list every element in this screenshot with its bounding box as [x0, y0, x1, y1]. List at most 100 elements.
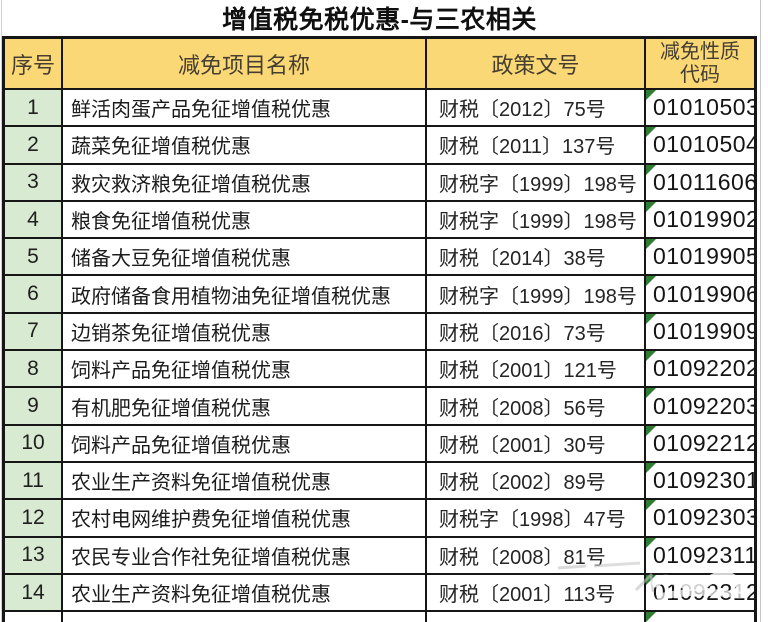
table-row-partial: [5, 612, 754, 622]
row-code: 01019902: [653, 206, 754, 233]
row-code: 01092311: [653, 541, 754, 568]
table-row: 9 有机肥免征增值税优惠 财税〔2008〕56号 01092203: [5, 388, 754, 426]
table-row: 1 鲜活肉蛋产品免征增值税优惠 财税〔2012〕75号 01010503: [5, 90, 754, 128]
row-policy-cell: 财税〔2012〕75号: [427, 90, 646, 128]
row-seq-cell: 13: [5, 537, 63, 575]
table-row: 11 农业生产资料免征增值税优惠 财税〔2002〕89号 01092301: [5, 462, 754, 501]
row-name: 救灾救济粮免征增值税优惠: [71, 173, 311, 196]
excel-error-triangle-icon: [646, 574, 656, 585]
excel-error-triangle-icon: [646, 388, 656, 399]
row-policy-cell: 财税〔2001〕121号: [427, 351, 646, 389]
excel-error-triangle-icon: [646, 537, 656, 548]
row-name-cell: 政府储备食用植物油免征增值税优惠: [63, 276, 427, 314]
header-name: 减免项目名称: [63, 39, 427, 90]
row-seq-cell: 10: [5, 425, 63, 463]
row-code-cell: 01019905: [646, 239, 754, 277]
row-policy: 财税字〔1999〕198号: [439, 173, 637, 196]
row-seq-cell: 3: [5, 164, 63, 202]
table-row: 10 饲料产品免征增值税优惠 财税〔2001〕30号 01092212: [5, 425, 754, 463]
row-seq: 12: [21, 505, 45, 529]
row-name-cell: 农村电网维护费免征增值税优惠: [63, 500, 427, 538]
row-name: 饲料产品免征增值税优惠: [71, 360, 291, 383]
row-code-cell: 01092311: [646, 537, 754, 575]
excel-error-triangle-icon: [646, 351, 656, 362]
row-code: 01019905: [653, 243, 754, 270]
row-policy-cell: [427, 612, 646, 622]
row-policy-cell: 财税〔2011〕137号: [427, 127, 646, 165]
row-name-cell: 饲料产品免征增值税优惠: [63, 351, 427, 389]
row-name: 蔬菜免征增值税优惠: [71, 136, 251, 159]
right-edge-divider: [760, 0, 761, 622]
header-code: 减免性质代码: [646, 39, 754, 90]
row-code: 01092203: [653, 392, 754, 419]
row-name-cell: 鲜活肉蛋产品免征增值税优惠: [63, 90, 427, 128]
row-code-cell: 01092312: [646, 574, 754, 613]
excel-error-triangle-icon: [646, 500, 656, 511]
row-seq-cell: 8: [5, 351, 63, 389]
row-seq: 4: [27, 207, 39, 231]
row-name-cell: [63, 612, 427, 622]
row-name: 农村电网维护费免征增值税优惠: [71, 509, 351, 532]
row-policy: 财税〔2014〕38号: [439, 248, 606, 271]
table-row: 8 饲料产品免征增值税优惠 财税〔2001〕121号 01092202: [5, 351, 754, 389]
row-code: 01092202: [653, 355, 754, 382]
row-name-cell: 饲料产品免征增值税优惠: [63, 425, 427, 463]
row-seq-cell: 5: [5, 239, 63, 277]
row-seq: 8: [27, 356, 39, 380]
table-header-row: 序号 减免项目名称 政策文号 减免性质代码: [5, 39, 754, 90]
row-code-cell: 01092212: [646, 425, 754, 463]
row-code: 01092312: [653, 579, 754, 605]
row-code: 01011606: [653, 168, 754, 195]
row-policy: 财税〔2008〕81号: [439, 546, 606, 569]
row-name-cell: 粮食免征增值税优惠: [63, 201, 427, 240]
row-code: 01092212: [653, 429, 754, 456]
row-policy: 财税〔2001〕113号: [439, 584, 616, 606]
header-policy: 政策文号: [427, 39, 646, 90]
excel-error-triangle-icon: [646, 276, 656, 287]
row-policy-cell: 财税〔2001〕113号: [427, 574, 646, 613]
row-name-cell: 农业生产资料免征增值税优惠: [63, 574, 427, 613]
row-name: 粮食免征增值税优惠: [71, 211, 251, 234]
excel-error-triangle-icon: [646, 425, 656, 436]
row-code: 01010504: [653, 131, 754, 158]
row-policy: 财税字〔1998〕47号: [439, 509, 626, 532]
row-seq: 11: [22, 468, 44, 492]
row-code-cell: 01010504: [646, 127, 754, 165]
excel-error-triangle-icon: [646, 462, 656, 473]
row-code: 01019909: [653, 317, 754, 344]
title-bar: 增值税免税优惠-与三农相关: [2, 0, 757, 36]
row-seq-cell: 1: [5, 90, 63, 128]
row-name: 有机肥免征增值税优惠: [71, 397, 271, 420]
table-row: 5 储备大豆免征增值税优惠 财税〔2014〕38号 01019905: [5, 239, 754, 277]
table-body: 1 鲜活肉蛋产品免征增值税优惠 财税〔2012〕75号 01010503 2 蔬…: [5, 90, 754, 613]
row-seq-cell: 2: [5, 127, 63, 165]
row-seq-cell: 9: [5, 388, 63, 426]
row-code-cell: [646, 612, 754, 622]
excel-error-triangle-icon: [646, 201, 656, 212]
row-seq: 13: [21, 543, 45, 567]
excel-error-triangle-icon: [646, 612, 656, 622]
row-policy-cell: 财税字〔1999〕198号: [427, 201, 646, 240]
row-name: 农业生产资料免征增值税优惠: [71, 472, 331, 495]
excel-error-triangle-icon: [646, 313, 656, 324]
row-code-cell: 01011606: [646, 164, 754, 202]
row-policy-cell: 财税〔2014〕38号: [427, 239, 646, 277]
table-row: 14 农业生产资料免征增值税优惠 财税〔2001〕113号 01092312: [5, 574, 754, 613]
row-policy: 财税〔2008〕56号: [439, 397, 606, 420]
row-code-cell: 01019902: [646, 201, 754, 240]
row-name: 农业生产资料免征增值税优惠: [71, 584, 331, 606]
row-seq: 6: [27, 282, 39, 306]
tax-exemption-table: 序号 减免项目名称 政策文号 减免性质代码 1 鲜活肉蛋产品免征增值税优惠 财税…: [2, 36, 757, 622]
left-edge-divider: [1, 0, 2, 622]
row-seq: 10: [21, 431, 45, 455]
row-policy-cell: 财税字〔1999〕198号: [427, 276, 646, 314]
table-row: 3 救灾救济粮免征增值税优惠 财税字〔1999〕198号 01011606: [5, 164, 754, 202]
row-code: 01092301: [653, 467, 754, 494]
row-seq-cell: [5, 612, 63, 622]
row-policy: 财税字〔1999〕198号: [439, 211, 637, 234]
row-seq-cell: 6: [5, 276, 63, 314]
row-name: 鲜活肉蛋产品免征增值税优惠: [71, 99, 331, 122]
row-name-cell: 农业生产资料免征增值税优惠: [63, 462, 427, 501]
row-policy-cell: 财税〔2008〕56号: [427, 388, 646, 426]
